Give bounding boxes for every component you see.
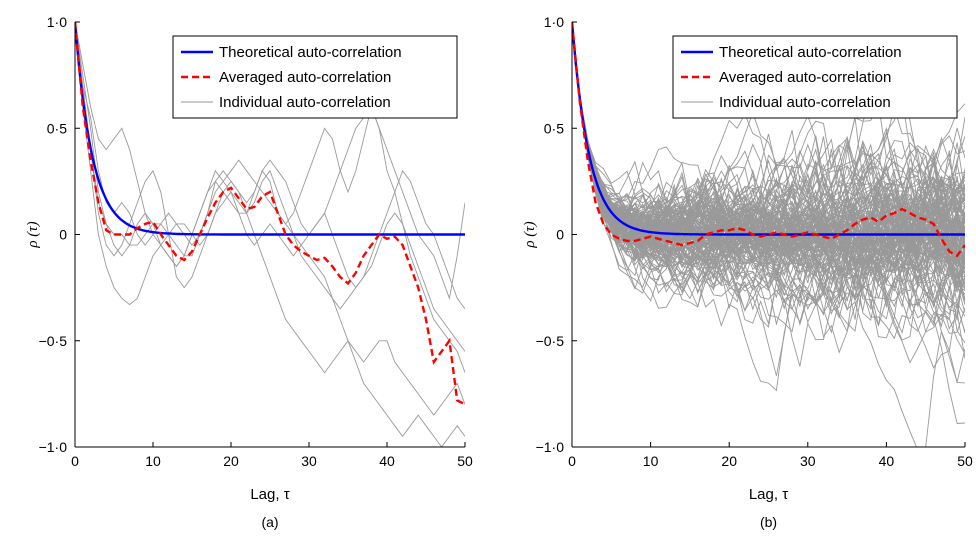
legend-entry-label: Theoretical auto-correlation (219, 44, 402, 61)
panel-label: (a) (261, 514, 278, 530)
individual-series-line (75, 22, 465, 416)
x-tick-label: 20 (721, 453, 737, 469)
individual-series-line (75, 22, 465, 301)
individual-series-line (572, 22, 965, 291)
x-tick-label: 30 (301, 453, 317, 469)
individual-series-line (572, 22, 965, 333)
individual-series-line (572, 22, 965, 447)
x-tick-label: 10 (145, 453, 161, 469)
individual-series-line (572, 22, 965, 328)
individual-series-line (572, 22, 965, 257)
y-tick-label: 0 (59, 227, 67, 243)
y-axis-label: ρ (τ) (522, 221, 538, 248)
y-tick-label: 1·0 (544, 14, 564, 30)
individual-series-line (75, 22, 465, 447)
individual-series-line (572, 22, 965, 284)
x-tick-label: 10 (643, 453, 659, 469)
legend-entry-label: Individual auto-correlation (219, 94, 391, 111)
individual-series-line (75, 22, 465, 373)
y-tick-label: −0·5 (536, 333, 565, 349)
legend: Theoretical auto-correlation Averaged aut… (172, 35, 458, 119)
legend-entry-label: Theoretical auto-correlation (719, 44, 902, 61)
x-tick-label: 30 (800, 453, 816, 469)
y-tick-label: 1·0 (47, 14, 67, 30)
x-axis-label: Lag, τ (749, 486, 788, 503)
legend-entry-label: Averaged auto-correlation (219, 69, 391, 86)
individual-series-line (572, 22, 965, 265)
individual-series-line (75, 22, 465, 352)
individual-series-line (572, 22, 965, 264)
individual-series-line (572, 22, 965, 271)
x-tick-label: 50 (457, 453, 473, 469)
y-tick-label: −0·5 (39, 333, 68, 349)
x-tick-label: 50 (957, 453, 973, 469)
y-tick-label: −1·0 (536, 439, 565, 455)
x-tick-label: 20 (223, 453, 239, 469)
legend-box (172, 35, 458, 119)
plot-area (75, 22, 465, 447)
individual-series-line (572, 22, 965, 251)
legend: Theoretical auto-correlation Averaged aut… (672, 35, 958, 119)
individual-series-line (572, 22, 965, 269)
x-tick-label: 40 (379, 453, 395, 469)
individual-series-line (572, 22, 965, 364)
legend-entry-label: Averaged auto-correlation (719, 69, 891, 86)
averaged-line (572, 22, 965, 258)
panel-b: 0 10 20 30 40 50 −1·0 −0·5 0 0·5 1·0 Lag, τ ρ (τ) (b)… (522, 14, 973, 530)
panel-a: 0 10 20 30 40 50 −1·0 −0·5 0 0·5 1·0 Lag, τ ρ (τ) (a)… (25, 14, 473, 530)
theoretical-line (572, 22, 965, 236)
x-tick-label: 0 (71, 453, 79, 469)
y-axis-label: ρ (τ) (25, 221, 41, 248)
x-tick-label: 40 (879, 453, 895, 469)
individual-series-line (572, 22, 965, 261)
individual-series-line (572, 22, 965, 359)
legend-box (672, 35, 958, 119)
x-tick-label: 0 (568, 453, 576, 469)
individual-series-line (75, 22, 465, 310)
plot-area (572, 22, 965, 447)
individual-series-group (75, 22, 465, 447)
individual-series-line (572, 22, 965, 302)
y-tick-label: −1·0 (39, 439, 68, 455)
y-tick-label: 0 (556, 227, 564, 243)
theoretical-line (75, 22, 465, 236)
y-tick-label: 0·5 (544, 120, 564, 136)
individual-series-line (572, 22, 965, 314)
y-tick-label: 0·5 (47, 120, 67, 136)
averaged-line (75, 22, 465, 406)
legend-entry-label: Individual auto-correlation (719, 94, 891, 111)
x-axis-label: Lag, τ (250, 486, 289, 503)
panel-label: (b) (760, 514, 777, 530)
individual-series-line (572, 22, 965, 308)
